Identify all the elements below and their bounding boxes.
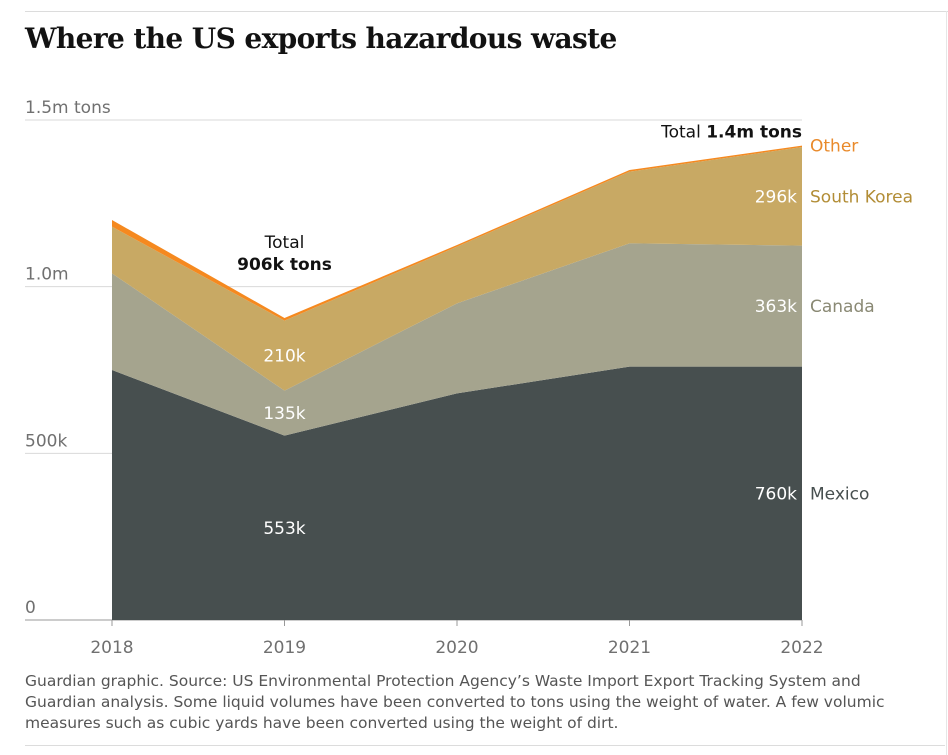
series-label-canada: Canada [810, 297, 875, 317]
area-mexico [112, 366, 802, 620]
y-tick-label: 0 [25, 598, 36, 618]
chart-labels: 0 500k 1.0m 1.5m tons 2018 2019 2020 2021 2022 55… [25, 98, 913, 658]
series-label-mexico: Mexico [810, 484, 869, 504]
x-tick-label: 2019 [263, 638, 306, 658]
bottom-rule [25, 745, 945, 746]
x-tick-label: 2018 [90, 638, 133, 658]
stacked-area-chart: 0 500k 1.0m 1.5m tons 2018 2019 2020 2021 2022 55… [25, 98, 913, 658]
value-label: 135k [263, 404, 305, 424]
chart-title: Where the US exports hazardous waste [25, 22, 617, 55]
series-label-other: Other [810, 137, 858, 157]
y-tick-label: 1.5m tons [25, 98, 111, 118]
total-2019-label: Total [264, 233, 305, 253]
x-tick-label: 2021 [608, 638, 651, 658]
total-2022-value: 1.4m tons [706, 123, 802, 143]
top-rule [25, 11, 948, 12]
y-tick-label: 500k [25, 431, 67, 451]
x-tick-label: 2020 [435, 638, 478, 658]
value-label: 296k [755, 187, 797, 207]
total-2019-value: 906k tons [237, 255, 332, 275]
value-label: 760k [755, 484, 797, 504]
value-label: 553k [263, 519, 305, 539]
area-series [112, 145, 802, 620]
total-2022-label: Total 1.4m tons [660, 123, 802, 143]
series-label-south-korea: South Korea [810, 187, 913, 207]
total-2022-prefix: Total [660, 123, 706, 143]
right-rule [946, 11, 947, 755]
x-tick-label: 2022 [780, 638, 823, 658]
value-label: 363k [755, 297, 797, 317]
area-south-korea [112, 147, 802, 391]
y-tick-label: 1.0m [25, 265, 69, 285]
source-note: Guardian graphic. Source: US Environment… [25, 672, 885, 732]
area-canada [112, 243, 802, 436]
value-label: 210k [263, 347, 305, 367]
